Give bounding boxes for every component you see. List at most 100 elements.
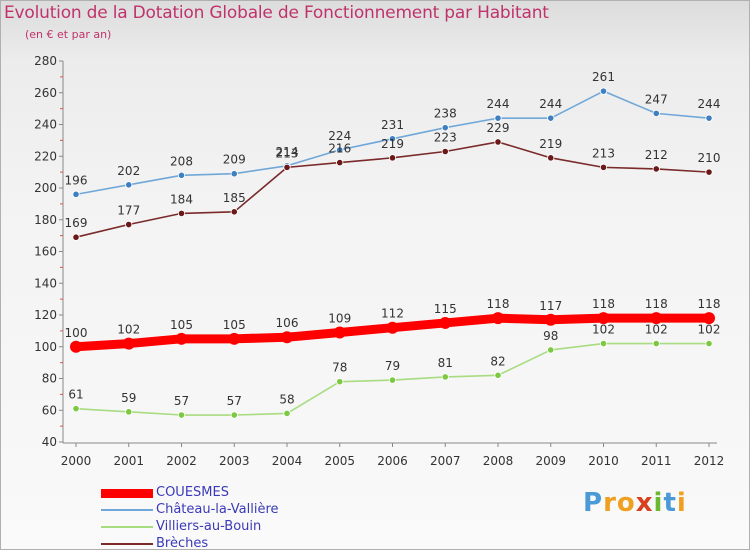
- data-point: [177, 209, 186, 217]
- data-label: 216: [328, 142, 351, 156]
- data-label: 229: [487, 121, 510, 135]
- data-point: [283, 163, 291, 171]
- logo-letter: t: [663, 488, 677, 518]
- data-point: [597, 312, 610, 325]
- legend-swatch: [101, 509, 153, 511]
- data-label: 177: [117, 204, 140, 218]
- data-point: [441, 124, 449, 132]
- data-point: [177, 411, 186, 419]
- data-label: 105: [223, 318, 246, 332]
- data-label: 105: [170, 318, 193, 332]
- data-label: 214: [276, 145, 299, 159]
- x-tick-label: 2004: [272, 454, 303, 468]
- x-tick-label: 2003: [219, 454, 250, 468]
- data-label: 247: [645, 92, 668, 106]
- data-point: [175, 332, 188, 345]
- legend-swatch: [101, 526, 153, 528]
- data-label: 109: [328, 311, 351, 325]
- data-point: [125, 220, 133, 229]
- data-label: 102: [698, 323, 721, 337]
- data-point: [705, 168, 713, 176]
- legend-label: Villiers-au-Bouin: [156, 519, 262, 534]
- data-label: 59: [121, 391, 136, 405]
- data-label: 61: [68, 388, 83, 402]
- logo-letter: o: [616, 488, 636, 518]
- data-point: [388, 135, 397, 143]
- data-point: [386, 321, 399, 334]
- data-label: 224: [328, 129, 351, 143]
- data-label: 210: [698, 151, 721, 165]
- data-label: 82: [490, 354, 505, 368]
- data-label: 219: [539, 137, 562, 151]
- legend-label: COUESMES: [156, 485, 229, 500]
- data-label: 196: [65, 173, 88, 187]
- data-point: [336, 378, 344, 386]
- y-tick-label: 140: [34, 276, 57, 290]
- data-point: [336, 146, 344, 154]
- data-label: 208: [170, 154, 193, 168]
- chart-subtitle: (en € et par an): [25, 28, 112, 41]
- data-label: 106: [276, 316, 299, 330]
- logo-letter: r: [603, 488, 617, 518]
- data-point: [705, 339, 713, 348]
- logo-letter: i: [676, 488, 687, 518]
- data-point: [441, 373, 449, 381]
- data-point: [388, 154, 397, 162]
- logo-letter: i: [653, 488, 664, 518]
- data-point: [72, 405, 80, 413]
- data-label: 231: [381, 118, 404, 132]
- x-tick-label: 2006: [377, 454, 408, 468]
- x-tick-label: 2009: [535, 454, 566, 468]
- data-label: 209: [223, 153, 246, 167]
- data-label: 57: [174, 394, 189, 408]
- y-tick-label: 100: [34, 340, 57, 354]
- data-point: [439, 316, 452, 329]
- data-point: [599, 87, 608, 95]
- data-point: [494, 114, 502, 122]
- y-tick-label: 40: [42, 435, 57, 449]
- data-point: [652, 165, 660, 173]
- y-tick-label: 120: [34, 308, 57, 322]
- x-tick-label: 2011: [641, 454, 672, 468]
- x-tick-label: 2008: [483, 454, 514, 468]
- data-point: [544, 313, 557, 326]
- data-label: 244: [698, 97, 721, 111]
- data-label: 115: [434, 302, 457, 316]
- data-point: [230, 170, 238, 178]
- y-tick-label: 280: [34, 54, 57, 68]
- data-point: [388, 376, 397, 384]
- data-label: 58: [279, 392, 294, 406]
- y-tick-label: 260: [34, 86, 57, 100]
- data-point: [650, 312, 663, 325]
- data-point: [177, 171, 186, 179]
- data-point: [125, 408, 133, 416]
- data-label: 100: [65, 326, 88, 340]
- data-label: 112: [381, 307, 404, 321]
- data-point: [547, 114, 555, 122]
- data-label: 118: [698, 297, 721, 311]
- legend-label: Château-la-Vallière: [156, 502, 279, 517]
- legend-swatch: [101, 488, 153, 498]
- data-label: 102: [117, 323, 140, 337]
- data-label: 244: [539, 97, 562, 111]
- data-point: [494, 138, 502, 146]
- logo-letter: P: [583, 488, 604, 518]
- data-point: [492, 312, 504, 325]
- data-point: [333, 326, 346, 339]
- data-label: 213: [592, 146, 615, 160]
- data-point: [70, 340, 82, 353]
- x-tick-label: 2000: [61, 454, 92, 468]
- data-point: [599, 163, 608, 171]
- data-point: [652, 339, 660, 348]
- data-label: 78: [332, 361, 347, 375]
- y-tick-label: 240: [34, 118, 57, 132]
- data-label: 57: [227, 394, 242, 408]
- data-label: 212: [645, 148, 668, 162]
- data-label: 79: [385, 359, 400, 373]
- data-label: 102: [592, 323, 615, 337]
- data-label: 81: [438, 356, 453, 370]
- y-tick-label: 60: [42, 403, 57, 417]
- data-label: 185: [223, 191, 246, 205]
